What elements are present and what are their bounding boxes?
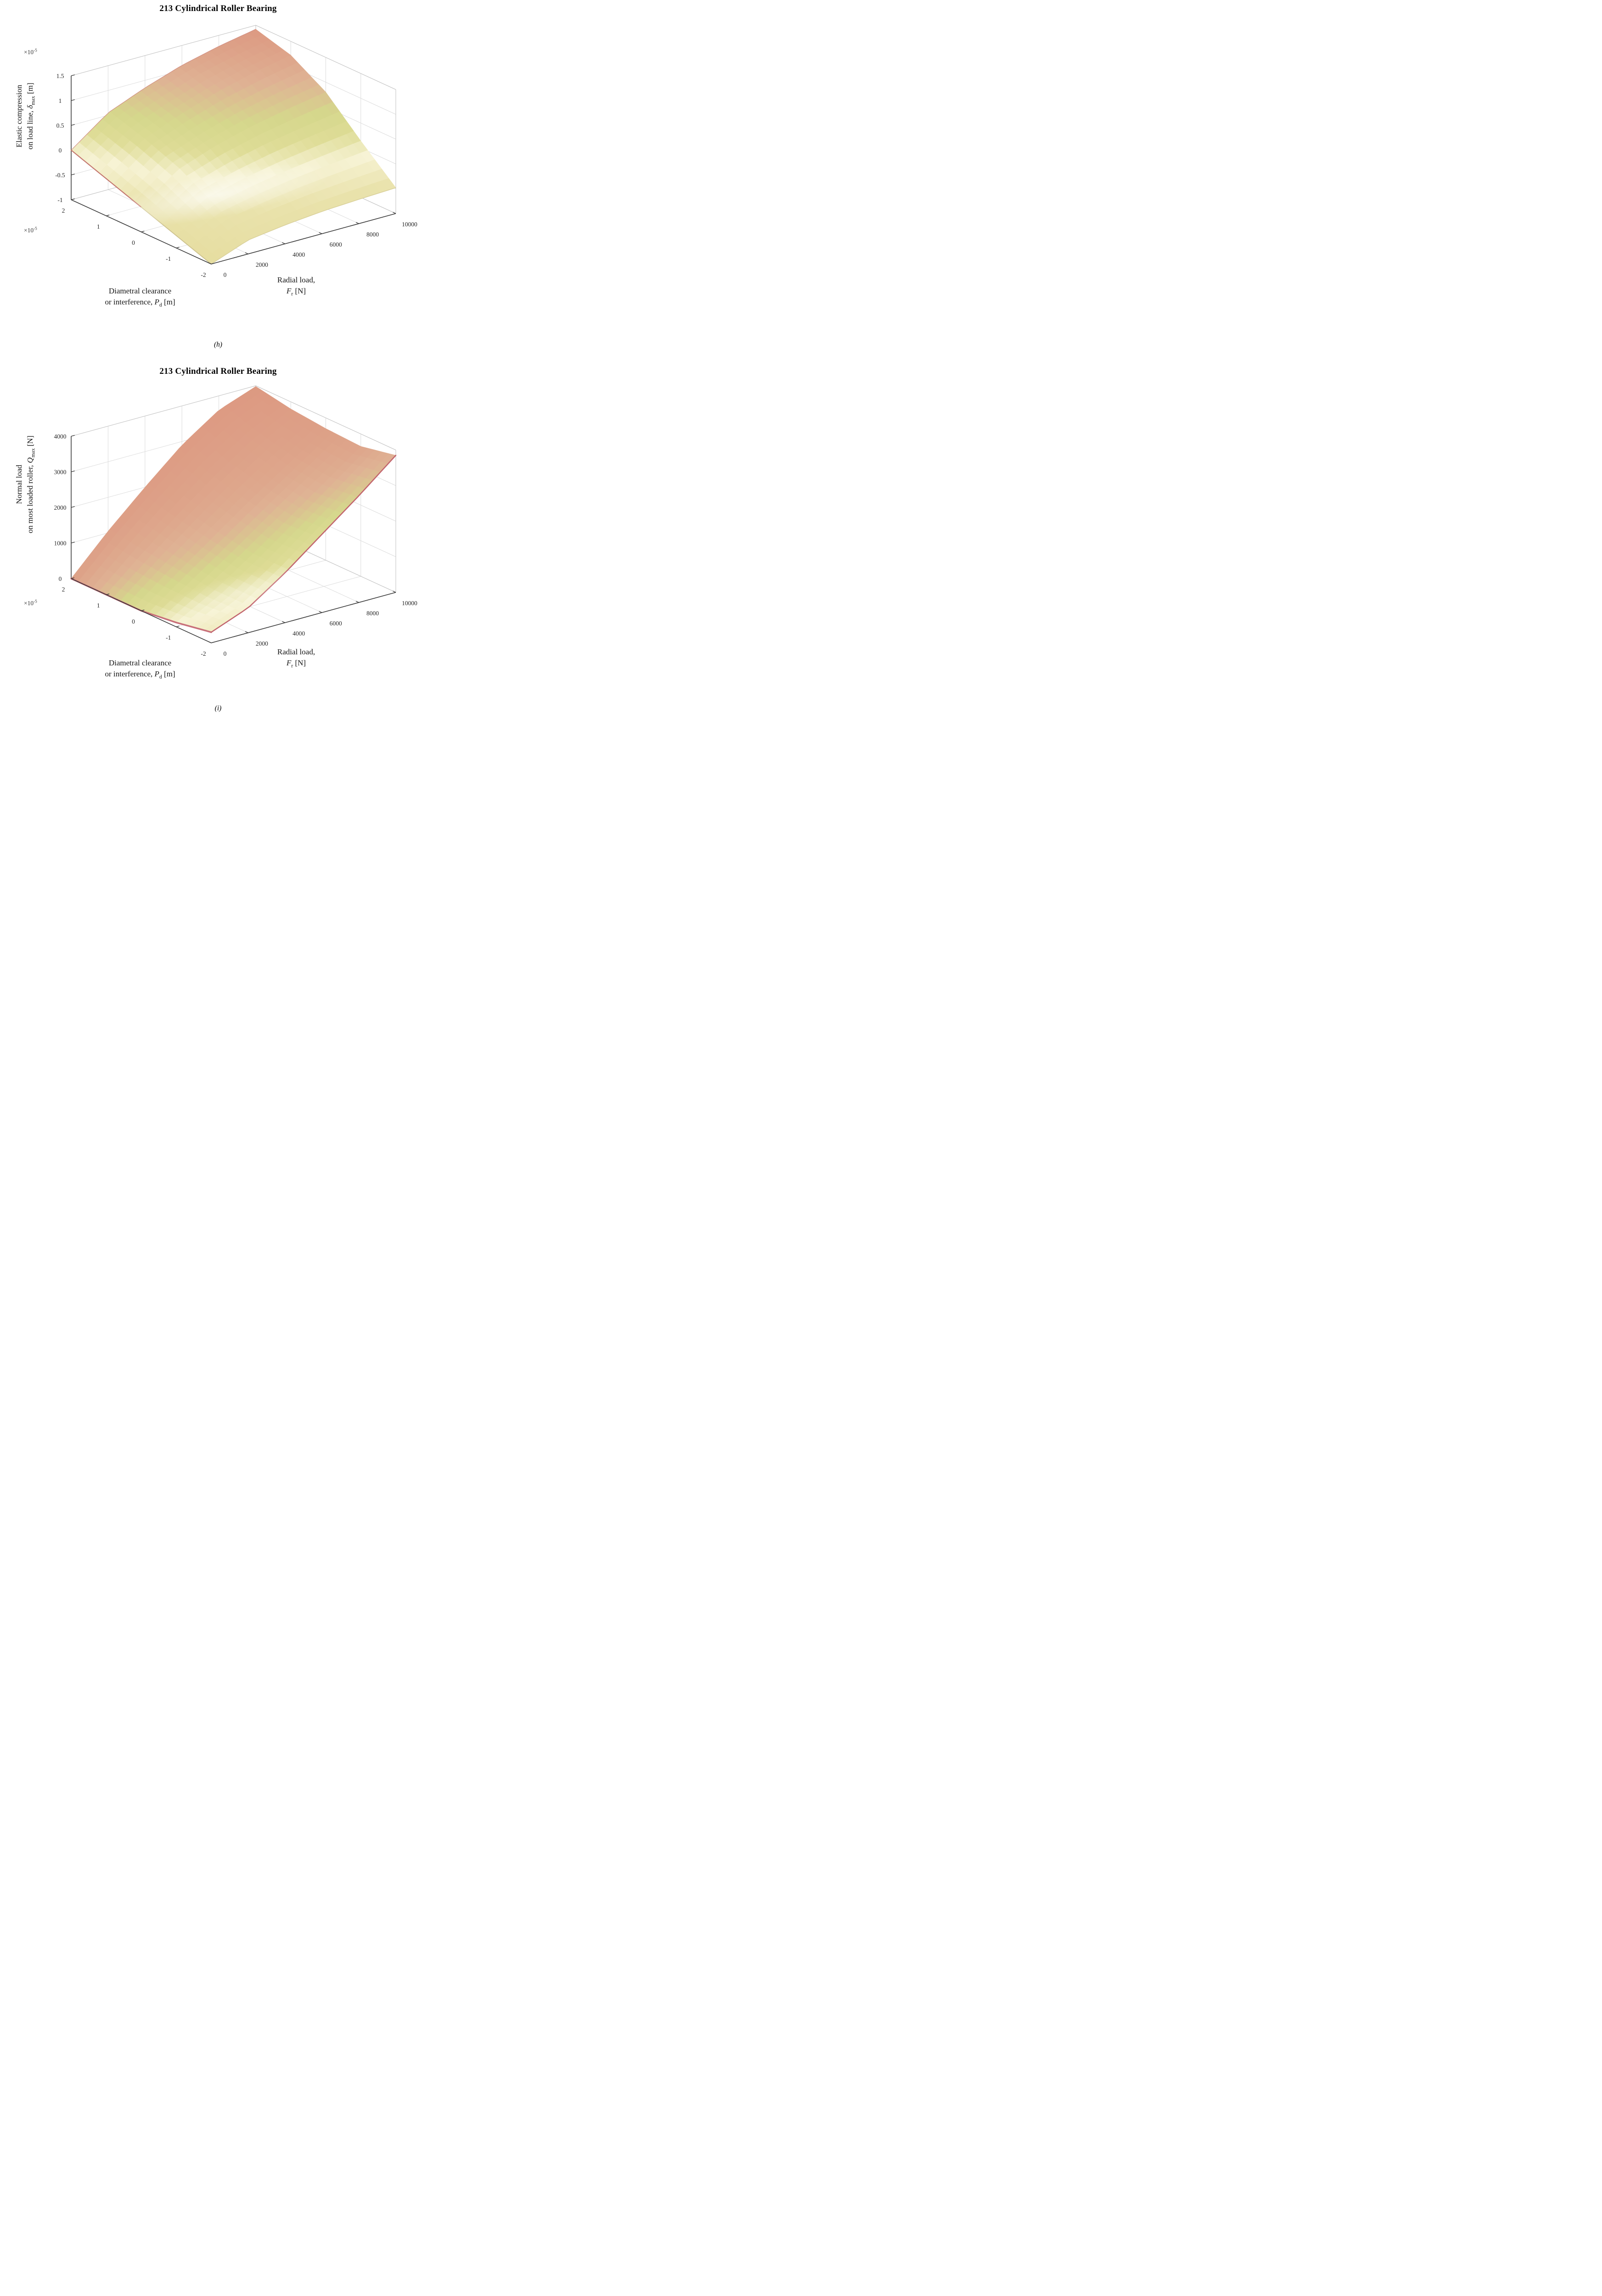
surface-mesh	[71, 29, 396, 264]
tick-label: 1000	[54, 540, 67, 547]
tick-label: 6000	[330, 241, 342, 248]
pd-axis-label-i: Diametral clearance or interference, Pd …	[51, 658, 230, 680]
pd-exp-power-i: -5	[34, 599, 37, 604]
chart-title-h: 213 Cylindrical Roller Bearing	[159, 4, 277, 13]
tick-label: 10000	[402, 600, 417, 607]
tick-label: 2000	[54, 504, 67, 511]
pd-axis-label-i-line2: or interference,	[105, 669, 155, 678]
pd-unit-h: [m]	[162, 297, 175, 306]
chart-title-i: 213 Cylindrical Roller Bearing	[159, 366, 277, 376]
tick-label: 1	[97, 223, 100, 230]
tick-label: -2	[201, 271, 206, 278]
tick-label: 10000	[402, 221, 417, 228]
pd-axis-label-h-line2: or interference,	[105, 297, 155, 306]
fr-unit-i: [N]	[293, 658, 306, 667]
tick-label: 2000	[256, 640, 268, 647]
tick-label: -1	[166, 634, 171, 641]
tick-label: 8000	[366, 610, 379, 617]
tick-label: 4000	[54, 433, 67, 440]
surface-plot-h: -1 -0.5 0 0.5 1 1.5 2 1 0 -1 -2 0 2000 4000 6000 8000 10…	[55, 25, 417, 278]
pd-unit-i: [m]	[162, 669, 175, 678]
tick-label: -1	[57, 197, 62, 203]
bottom-axes: 2 1 0 -1 -2 0 2000 4000 6000 8000 10000	[62, 577, 417, 657]
fr-axis-label-h: Radial load, Fr [N]	[227, 275, 365, 297]
figure-page: 213 Cylindrical Roller Bearing ×10-5 Ela…	[0, 0, 436, 721]
pd-axis-exponent-i: ×10-5	[24, 599, 37, 607]
tick-label: 2000	[256, 261, 268, 268]
tick-label: 2	[62, 207, 65, 214]
tick-label: 0	[132, 618, 135, 625]
fr-axis-label-i-line1: Radial load,	[277, 647, 315, 656]
fr-subscript-h: r	[291, 291, 293, 297]
pd-axis-exponent-h: ×10-5	[24, 226, 37, 234]
tick-label: 0	[59, 147, 62, 154]
tick-label: 0	[59, 575, 62, 582]
fr-subscript-i: r	[291, 663, 293, 669]
tick-label: 2	[62, 586, 65, 593]
surface-edges	[70, 28, 396, 264]
specular-highlight	[158, 566, 319, 619]
tick-label: 6000	[330, 620, 342, 627]
fr-unit-h: [N]	[293, 286, 306, 295]
specular-highlight	[98, 163, 333, 227]
pd-axis-label-h: Diametral clearance or interference, Pd …	[51, 286, 230, 308]
tick-label: 4000	[292, 251, 305, 258]
z-axis: 0 1000 2000 3000 4000	[54, 433, 75, 582]
z-axis-exponent-h: ×10-5	[24, 48, 37, 56]
fr-axis-label-h-line1: Radial load,	[277, 276, 315, 284]
pd-axis-label-i-line1: Diametral clearance	[108, 658, 172, 667]
tick-label: 8000	[366, 231, 379, 238]
pd-axis-label-h-line1: Diametral clearance	[108, 287, 172, 295]
tick-label: 3000	[54, 469, 67, 476]
tick-label: 1	[59, 97, 62, 104]
pd-exp-mult-i: ×10	[24, 600, 34, 607]
z-exp-power-h: -5	[34, 48, 37, 53]
pd-subscript-i: d	[159, 674, 162, 680]
pd-exp-mult-h: ×10	[24, 227, 34, 234]
tick-label: 0	[224, 271, 227, 278]
tick-label: 4000	[292, 630, 305, 637]
tick-label: -2	[201, 650, 206, 657]
pd-symbol-h: P	[154, 297, 159, 306]
fr-symbol-h: F	[286, 286, 292, 295]
tick-label: 0	[224, 650, 227, 657]
figure-caption-i: (i)	[214, 704, 222, 712]
tick-label: 1	[97, 602, 100, 609]
tick-label: -1	[166, 255, 171, 262]
tick-label: 0.5	[56, 122, 64, 129]
figure-caption-h: (h)	[214, 341, 223, 349]
tick-label: 1.5	[56, 73, 64, 79]
pd-symbol-i: P	[154, 669, 159, 678]
fr-axis-label-i: Radial load, Fr [N]	[227, 647, 365, 669]
bottom-axes: 2 1 0 -1 -2 0 2000 4000 6000 8000 10000	[62, 198, 417, 278]
tick-label: -0.5	[55, 172, 65, 179]
surface-plot-i: 0 1000 2000 3000 4000 2 1 0 -1 -2 0 2000 4000 6000 800…	[54, 385, 417, 657]
z-axis: -1 -0.5 0 0.5 1 1.5	[55, 73, 75, 203]
pd-exp-power-h: -5	[34, 226, 37, 231]
pd-subscript-h: d	[159, 302, 162, 308]
fr-symbol-i: F	[286, 658, 292, 667]
z-exp-mult-h: ×10	[24, 49, 34, 56]
tick-label: 0	[132, 239, 135, 246]
